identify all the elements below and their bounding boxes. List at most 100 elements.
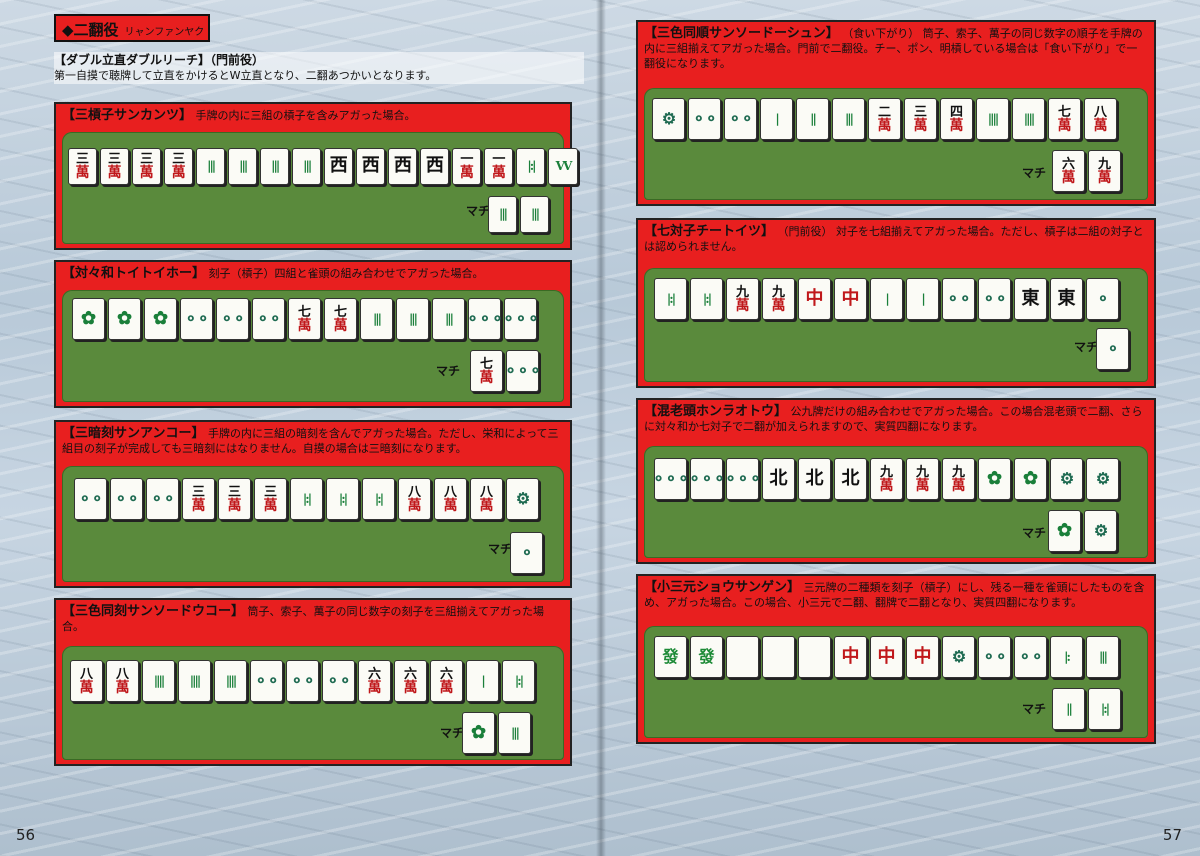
mahjong-tile: 七萬 bbox=[324, 298, 357, 340]
panel-title: 【三色同順サンソードーシュン】 bbox=[644, 26, 839, 41]
tile-glyph: |:| bbox=[374, 492, 384, 506]
tile-glyph: 一 bbox=[460, 151, 474, 167]
tile-glyph: 中 bbox=[841, 646, 860, 667]
mahjong-tile: ⚬ bbox=[1086, 278, 1119, 320]
tile-glyph: | bbox=[481, 674, 486, 688]
tile-glyph: 萬 bbox=[443, 497, 458, 514]
page-number-left: 56 bbox=[16, 826, 36, 844]
mahjong-tile: 中 bbox=[834, 636, 867, 678]
mahjong-tile: 中 bbox=[798, 278, 831, 320]
mahjong-tile bbox=[726, 636, 759, 678]
tile-glyph: 發 bbox=[662, 647, 679, 666]
mahjong-tile: 三萬 bbox=[254, 478, 287, 520]
mahjong-tile: ✿ bbox=[978, 458, 1011, 500]
tile-glyph: 九 bbox=[735, 284, 749, 300]
tile-glyph: 萬 bbox=[407, 497, 422, 514]
tile-glyph: | bbox=[775, 112, 780, 126]
tile-glyph: 中 bbox=[913, 646, 932, 667]
panel-desc: 三元牌の二種類を刻子（槓子）にし、残る一種を雀頭にしたものを含め、アガった場合。… bbox=[644, 581, 1145, 609]
tile-glyph: ⚬⚬ bbox=[150, 489, 176, 508]
tile-glyph: 萬 bbox=[227, 497, 242, 514]
mahjong-tile bbox=[798, 636, 831, 678]
tile-glyph: 萬 bbox=[951, 477, 966, 494]
tile-glyph: |:| bbox=[527, 159, 536, 174]
tile-glyph: 北 bbox=[841, 468, 860, 489]
mahjong-tile: ⚬⚬ bbox=[978, 636, 1011, 678]
mahjong-tile: 六萬 bbox=[1052, 150, 1085, 192]
tile-glyph: 七 bbox=[333, 304, 347, 320]
mahjong-tile: ⚬⚬ bbox=[688, 98, 721, 140]
wait-tiles: ⚬ bbox=[510, 532, 546, 574]
tile-glyph: 七 bbox=[479, 356, 493, 372]
mahjong-tile: ||| bbox=[832, 98, 865, 140]
machi-label: マチ bbox=[466, 204, 491, 218]
tile-glyph: 九 bbox=[951, 464, 965, 480]
tile-glyph: ✿ bbox=[116, 308, 133, 329]
tile-glyph: 六 bbox=[439, 666, 453, 682]
mahjong-tile: 西 bbox=[420, 148, 450, 185]
tile-glyph: 六 bbox=[403, 666, 417, 682]
tile-glyph: 九 bbox=[915, 464, 929, 480]
mahjong-tile: ⚬⚬⚬ bbox=[502, 298, 540, 340]
mahjong-tile: ||| bbox=[1086, 636, 1119, 678]
wait-tiles: 七萬 ⚬⚬⚬ bbox=[470, 350, 542, 392]
mahjong-tile: ||| bbox=[260, 148, 290, 185]
wait-tiles: ||| ||| bbox=[488, 196, 552, 233]
machi-label: マチ bbox=[488, 542, 513, 556]
hand-tiles: 三萬三萬三萬三萬 ||| ||| ||| ||| 西西西西一萬一萬 |:| VV bbox=[68, 148, 581, 185]
panel-desc: 刻子（槓子）四組と雀頭の組み合わせでアガった場合。 bbox=[208, 267, 484, 280]
mahjong-tile: ⚬⚬ bbox=[250, 660, 283, 702]
tile-glyph: ⚬⚬⚬ bbox=[687, 469, 726, 488]
tile-glyph: 萬 bbox=[263, 497, 278, 514]
tile-glyph: 三 bbox=[76, 151, 90, 167]
machi-label: マチ bbox=[1022, 166, 1047, 180]
panel-title: 【七対子チートイツ】 bbox=[644, 224, 775, 239]
tile-glyph: 萬 bbox=[75, 164, 90, 181]
tile-glyph: ✿ bbox=[1022, 468, 1039, 489]
mahjong-tile: | bbox=[760, 98, 793, 140]
panel-shousangen: 【小三元ショウサンゲン】 三元牌の二種類を刻子（槓子）にし、残る一種を雀頭にした… bbox=[636, 574, 1156, 744]
mahjong-tile: 九萬 bbox=[870, 458, 903, 500]
wait-tiles: ⚬ bbox=[1096, 328, 1132, 370]
panel-sanshoku-doujun: 【三色同順サンソードーシュン】 （食い下がり） 筒子、索子、萬子の同じ数字の順子… bbox=[636, 20, 1156, 206]
mahjong-tile: VV bbox=[548, 148, 578, 185]
tile-glyph: 萬 bbox=[491, 164, 506, 181]
tile-glyph: 九 bbox=[879, 464, 893, 480]
double-riichi-heading: 【ダブル立直ダブルリーチ】（門前役） bbox=[54, 53, 265, 67]
tile-glyph: 萬 bbox=[877, 117, 892, 134]
tile-glyph: ⚬⚬ bbox=[728, 109, 754, 128]
panel-desc: 筒子、索子、萬子の同じ数字の刻子を三組揃えてアガった場合。 bbox=[62, 605, 544, 633]
tile-glyph: ✿ bbox=[80, 308, 97, 329]
tile-glyph: 發 bbox=[698, 647, 715, 666]
tile-glyph: 九 bbox=[1097, 156, 1111, 172]
tile-glyph: ||| bbox=[844, 112, 854, 126]
tile-glyph: 八 bbox=[479, 484, 493, 500]
tile-glyph: ⚙ bbox=[1095, 469, 1110, 488]
mahjong-tile: 發 bbox=[690, 636, 723, 678]
mahjong-tile: 九萬 bbox=[726, 278, 759, 320]
wait-tiles: ✿ ||| bbox=[462, 712, 534, 754]
tile-glyph: 二 bbox=[877, 104, 891, 120]
tile-glyph: |:| bbox=[1100, 702, 1110, 716]
mahjong-tile: 三萬 bbox=[68, 148, 98, 185]
mahjong-tile: ⚬⚬ bbox=[724, 98, 757, 140]
mahjong-tile: |||| bbox=[178, 660, 211, 702]
tile-glyph: 六 bbox=[1061, 156, 1075, 172]
tile-glyph: |:| bbox=[702, 292, 712, 306]
mahjong-tile: ⚙ bbox=[942, 636, 975, 678]
tile-glyph: ⚬⚬ bbox=[1018, 647, 1044, 666]
tile-glyph: ||| bbox=[372, 312, 382, 326]
mahjong-tile: 三萬 bbox=[904, 98, 937, 140]
tile-glyph: ||| bbox=[271, 159, 280, 174]
double-riichi-intro: 【ダブル立直ダブルリーチ】（門前役） 第一自摸で聴牌して立直をかけるとW立直とな… bbox=[54, 52, 584, 84]
mahjong-tile: ✿ bbox=[1014, 458, 1047, 500]
mahjong-tile: |||| bbox=[142, 660, 175, 702]
tile-glyph: 三 bbox=[108, 151, 122, 167]
machi-label: マチ bbox=[436, 364, 461, 378]
mahjong-tile: 西 bbox=[356, 148, 386, 185]
mahjong-tile: |:| bbox=[502, 660, 535, 702]
mahjong-tile: 北 bbox=[798, 458, 831, 500]
mahjong-tile: ||| bbox=[292, 148, 322, 185]
mahjong-tile: 二萬 bbox=[868, 98, 901, 140]
mahjong-tile: |||| bbox=[976, 98, 1009, 140]
